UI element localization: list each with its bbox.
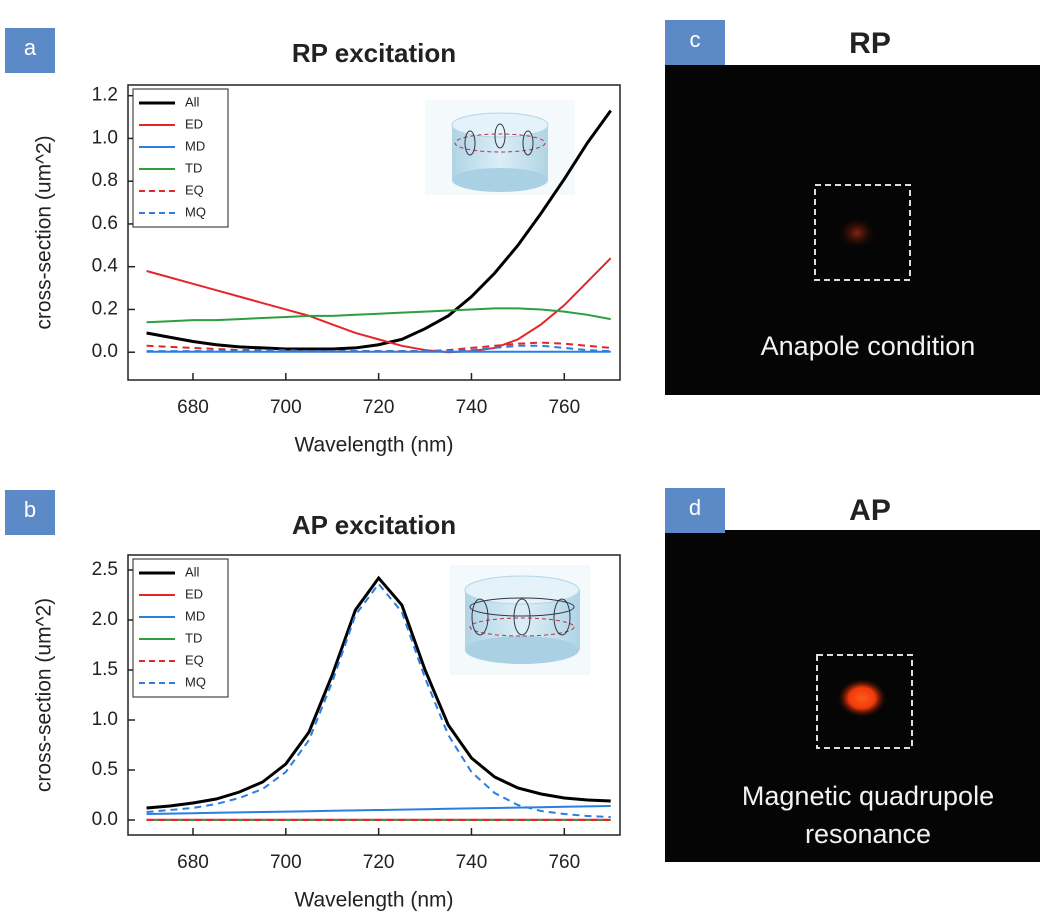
x-tick-label: 740 (456, 397, 488, 418)
y-tick-label: 1.5 (92, 659, 118, 680)
series-line (146, 307, 611, 324)
series-line (146, 344, 611, 353)
legend-label: ED (185, 586, 203, 601)
legend-label: TD (185, 160, 202, 175)
series-line (146, 582, 611, 818)
y-tick-label: 0.4 (92, 256, 119, 277)
legend-box (132, 558, 229, 698)
x-tick-label: 760 (548, 397, 580, 418)
x-axis-label: Wavelength (nm) (294, 434, 453, 457)
x-tick-label: 760 (548, 852, 580, 873)
legend-label: All (185, 564, 200, 579)
y-tick-label: 0.5 (92, 759, 118, 780)
panel-label: d (689, 495, 701, 520)
y-tick-label: 0.0 (92, 809, 118, 830)
legend-label: MQ (185, 204, 206, 219)
y-tick-label: 2.0 (92, 609, 118, 630)
legend-label: ED (185, 116, 203, 131)
y-axis-label: cross-section (um^2) (33, 598, 56, 792)
y-tick-label: 0.0 (92, 341, 118, 362)
series-line (146, 109, 612, 351)
legend-label: MD (185, 608, 205, 623)
legend-label: EQ (185, 652, 204, 667)
image-title: AP (849, 494, 891, 527)
y-tick-label: 0.8 (92, 170, 118, 191)
legend-label: All (185, 94, 200, 109)
panel-label-box (5, 28, 55, 73)
image-caption: Magnetic quadrupole (742, 781, 994, 811)
panel-label-box (665, 488, 725, 533)
image-title: RP (849, 27, 891, 60)
image-caption: Anapole condition (761, 331, 976, 361)
charts: a RP excitation 0.0 0.2 0.4 0.6 0.8 1.0 1.2 680 70… (5, 28, 621, 912)
spot-c (839, 218, 875, 248)
panel-label: b (24, 497, 36, 522)
y-tick-label: 0.2 (92, 298, 118, 319)
y-tick-label: 1.2 (92, 85, 118, 106)
legend-label: TD (185, 630, 202, 645)
plot-frame (127, 84, 621, 381)
roi-d (816, 654, 913, 749)
chart-title: RP excitation (292, 38, 456, 68)
y-tick-label: 1.0 (92, 709, 118, 730)
chart-title: AP excitation (292, 510, 456, 540)
x-tick-label: 700 (270, 397, 302, 418)
series-line (146, 257, 612, 354)
x-tick-label: 700 (270, 852, 302, 873)
y-tick-label: 1.0 (92, 127, 118, 148)
panel-label-box (665, 20, 725, 65)
panel-label: c (690, 27, 701, 52)
legend-label: MD (185, 138, 205, 153)
y-tick-label: 2.5 (92, 559, 118, 580)
x-tick-label: 720 (363, 397, 395, 418)
series-line (146, 805, 611, 815)
x-tick-label: 740 (456, 852, 488, 873)
image-caption: resonance (805, 819, 931, 849)
legend-label: MQ (185, 674, 206, 689)
legend-label: EQ (185, 182, 204, 197)
panel-label: a (24, 35, 37, 60)
legend-box (132, 88, 229, 228)
x-tick-label: 680 (177, 397, 209, 418)
plot-frame (127, 554, 621, 836)
series-line (146, 575, 611, 810)
panel-label-box (5, 490, 55, 535)
x-tick-label: 680 (177, 852, 209, 873)
image-texts: c RP Anapole condition d AP Magnetic quadrupo… (665, 20, 994, 849)
x-tick-label: 720 (363, 852, 395, 873)
inset-rp (425, 100, 575, 195)
x-axis-label: Wavelength (nm) (294, 889, 453, 912)
inset-ap (450, 565, 590, 675)
spot-d (838, 679, 886, 717)
y-axis-label: cross-section (um^2) (33, 135, 56, 329)
y-tick-label: 0.6 (92, 213, 118, 234)
roi-c (814, 184, 911, 281)
